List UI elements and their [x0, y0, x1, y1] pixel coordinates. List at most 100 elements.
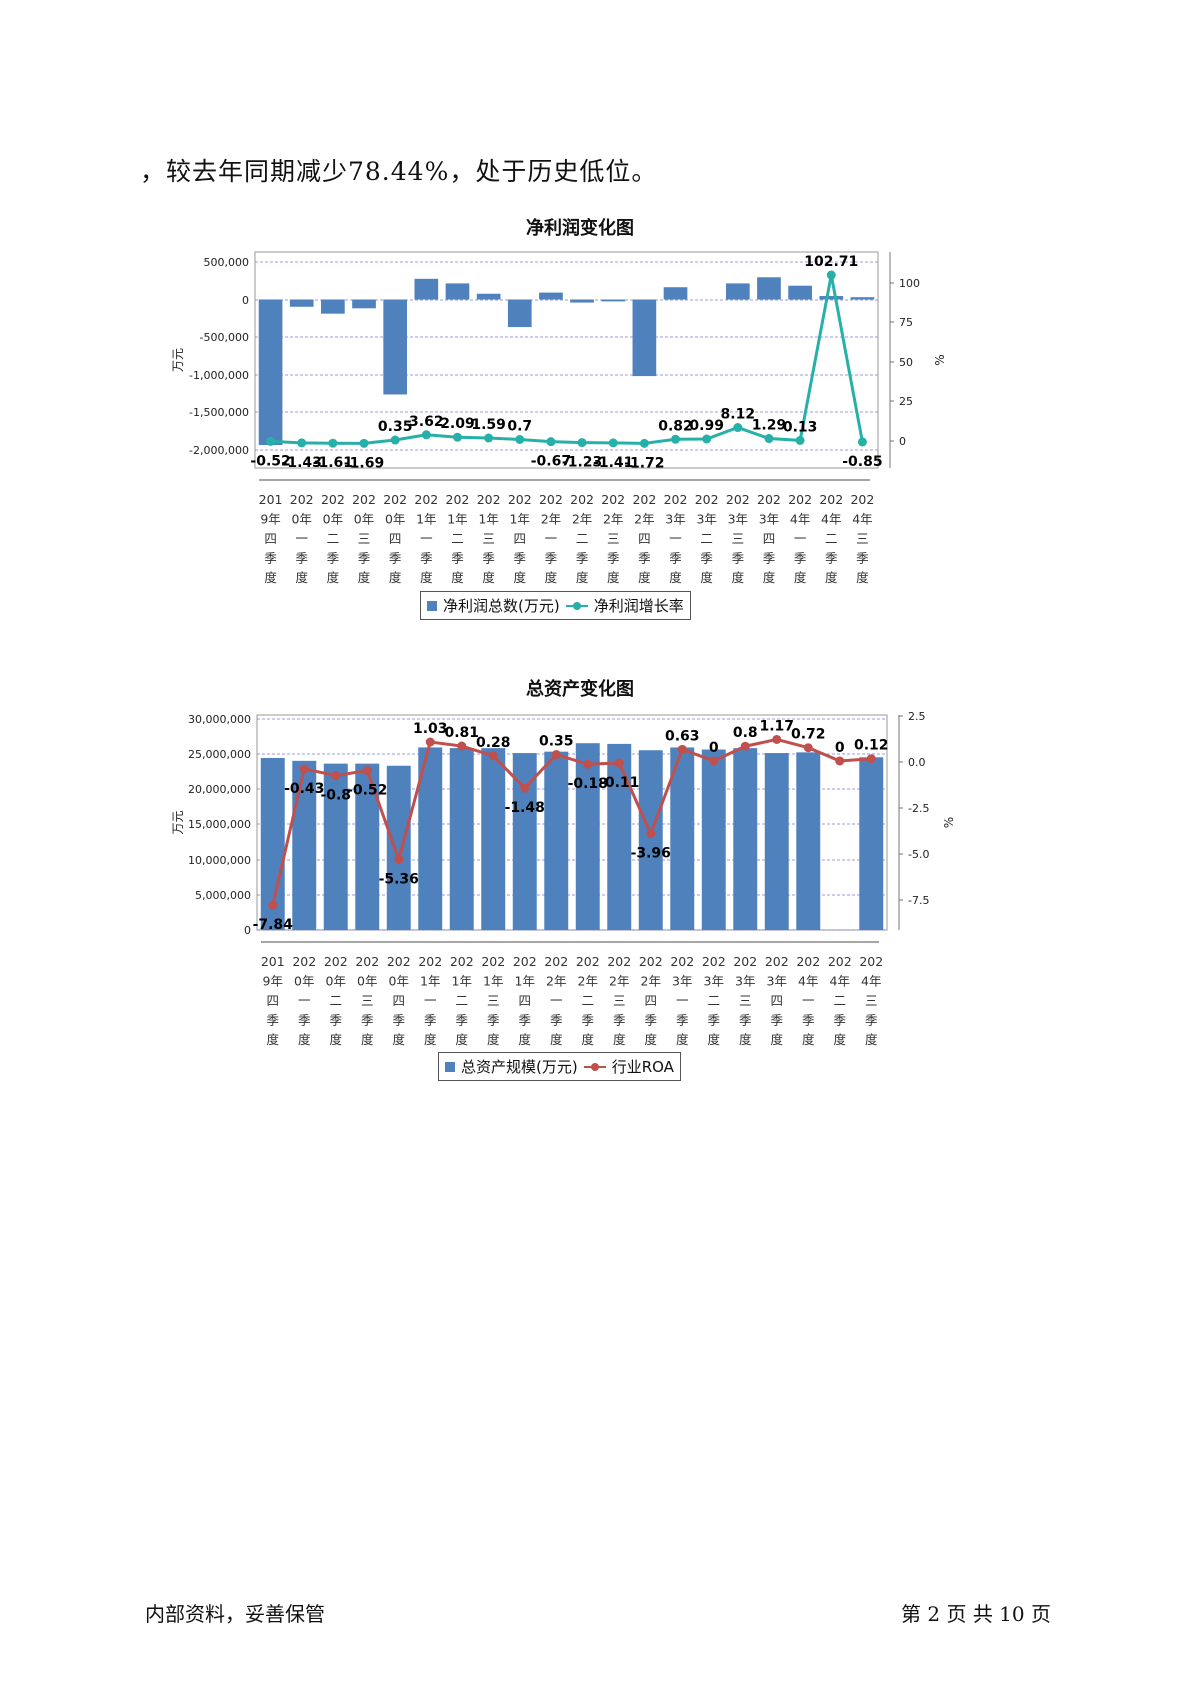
x-tick-label-line: 201 [261, 954, 285, 969]
footer-page-number: 第 2 页 共 10 页 [901, 1602, 1051, 1626]
x-tick-label-line: 季 [638, 551, 651, 566]
legend: 总资产规模(万元) 行业ROA [438, 1052, 681, 1081]
x-tick-label-line: 季 [518, 1013, 531, 1028]
data-label: 0.35 [539, 734, 574, 750]
bar [796, 752, 821, 930]
bar [859, 757, 884, 930]
x-tick-label-line: 2年 [634, 512, 654, 527]
right-axis-title: % [933, 354, 947, 365]
x-tick-label-line: 202 [450, 954, 474, 969]
x-tick-label-line: 202 [765, 954, 789, 969]
x-tick-label-line: 季 [581, 1013, 594, 1028]
x-tick-label-line: 度 [802, 1032, 815, 1047]
left-axis-tick-label: 0 [242, 294, 249, 307]
bar [418, 747, 443, 930]
line-point [359, 438, 369, 448]
x-tick-label-line: 季 [613, 1013, 626, 1028]
x-tick-label-line: 度 [420, 570, 433, 585]
x-tick-label-line: 202 [383, 492, 407, 507]
legend-series-bar: 净利润总数(万元) [443, 597, 560, 615]
bar [539, 292, 563, 300]
x-tick-label-line: 季 [266, 1013, 279, 1028]
line-point [740, 741, 750, 751]
line-point [608, 438, 618, 448]
x-tick-label-line: 3年 [767, 974, 787, 989]
x-tick-label-line: 度 [329, 1032, 342, 1047]
x-tick-label-line: 季 [802, 1013, 815, 1028]
x-tick-label-line: 三 [865, 993, 878, 1008]
bar [352, 299, 376, 309]
x-tick-label-line: 度 [550, 1032, 563, 1047]
x-tick-label-line: 三 [739, 993, 752, 1008]
x-tick-label-line: 度 [298, 1032, 311, 1047]
data-label: 0.82 [658, 418, 693, 434]
x-tick-label-line: 度 [856, 570, 869, 585]
left-axis-tick-label: 10,000,000 [188, 854, 251, 867]
x-tick-label-line: 0年 [294, 974, 314, 989]
data-label: 0 [835, 740, 845, 756]
x-tick-label-line: 度 [361, 1032, 374, 1047]
data-label: -0.52 [250, 453, 290, 469]
x-tick-label-line: 202 [757, 492, 781, 507]
x-tick-label-line: 202 [290, 492, 314, 507]
right-axis-tick-label: 75 [899, 316, 913, 329]
line-point [390, 435, 400, 445]
x-tick-label-line: 度 [770, 1032, 783, 1047]
x-tick-label-line: 202 [639, 954, 663, 969]
x-tick-label-line: 二 [455, 993, 468, 1008]
x-tick-label-line: 度 [455, 1032, 468, 1047]
x-tick-label-line: 三 [487, 993, 500, 1008]
line-point [520, 783, 530, 793]
chart-title: 净利润变化图 [526, 218, 634, 239]
line-point [421, 430, 431, 440]
left-axis-tick-label: 0 [244, 924, 251, 937]
x-tick-label-line: 度 [358, 570, 371, 585]
x-tick-label-line: 度 [389, 570, 402, 585]
line-point [639, 438, 649, 448]
x-tick-label-line: 9年 [263, 974, 283, 989]
x-tick-label-line: 度 [295, 570, 308, 585]
right-axis-tick-label: 100 [899, 277, 920, 290]
x-tick-label-line: 度 [607, 570, 620, 585]
x-tick-label-line: 202 [481, 954, 505, 969]
x-tick-label-line: 度 [669, 570, 682, 585]
left-axis-tick-label: 500,000 [204, 256, 250, 269]
line-point [857, 437, 867, 447]
x-tick-label-line: 202 [446, 492, 470, 507]
x-tick-label-line: 二 [329, 993, 342, 1008]
bar [544, 751, 569, 930]
x-tick-label-line: 3年 [704, 974, 724, 989]
left-axis-tick-label: 20,000,000 [188, 783, 251, 796]
x-tick-label-line: 2年 [546, 974, 566, 989]
line-point [583, 759, 593, 769]
line-point [677, 744, 687, 754]
x-tick-label-line: 1年 [478, 512, 498, 527]
left-axis-tick-label: 30,000,000 [188, 713, 251, 726]
x-tick-label-line: 季 [676, 1013, 689, 1028]
x-tick-label-line: 三 [607, 531, 620, 546]
line-point [835, 756, 845, 766]
data-label: 102.71 [804, 254, 858, 270]
data-label: 0.81 [444, 725, 479, 741]
legend-bar-swatch [445, 1061, 455, 1072]
data-label: -1.72 [624, 455, 664, 471]
x-tick-label-line: 0年 [326, 974, 346, 989]
bar [323, 763, 348, 930]
x-tick-label-line: 三 [732, 531, 745, 546]
x-tick-label-line: 三 [482, 531, 495, 546]
x-tick-label-line: 季 [739, 1013, 752, 1028]
x-tick-label-line: 二 [707, 993, 720, 1008]
line-point [425, 737, 435, 747]
x-tick-label-line: 四 [389, 531, 402, 546]
